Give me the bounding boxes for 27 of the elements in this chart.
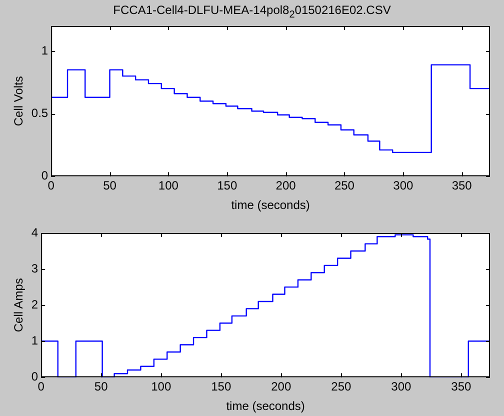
x-tick-label: 50	[94, 380, 108, 394]
x-tick-label: 150	[217, 178, 238, 193]
x-axis-title: time (seconds)	[231, 198, 310, 212]
y-tick-label: 0	[41, 168, 48, 183]
y-axis-title: Cell Volts	[12, 76, 26, 126]
x-tick-label: 100	[158, 178, 179, 193]
x-tick-label: 100	[151, 380, 172, 394]
x-tick-label: 50	[103, 178, 117, 193]
y-tick-label: 3	[31, 261, 38, 276]
x-tick-label: 350	[452, 178, 472, 193]
x-tick-label: 200	[271, 380, 292, 394]
x-tick-label: 300	[393, 178, 414, 193]
x-axis-title: time (seconds)	[226, 399, 305, 414]
y-tick-label: 0.5	[31, 106, 48, 120]
x-tick-label: 250	[334, 178, 355, 193]
x-tick-label: 150	[211, 380, 232, 394]
y-tick-label: 2	[31, 297, 38, 312]
y-tick-label: 1	[31, 333, 38, 348]
y-axis-title: Cell Amps	[12, 278, 26, 332]
x-tick-label: 300	[391, 380, 412, 394]
chart-title: FCCA1-Cell4-DLFU-MEA-14pol8$_{2}$0150216E02.CSV	[112, 3, 392, 22]
y-tick-label: 1	[41, 43, 48, 58]
x-tick-label: 250	[331, 380, 352, 394]
x-tick-label: 200	[276, 178, 296, 193]
y-tick-label: 0	[31, 370, 38, 384]
y-tick-label: 4	[31, 225, 38, 240]
x-tick-label: 350	[451, 380, 472, 394]
